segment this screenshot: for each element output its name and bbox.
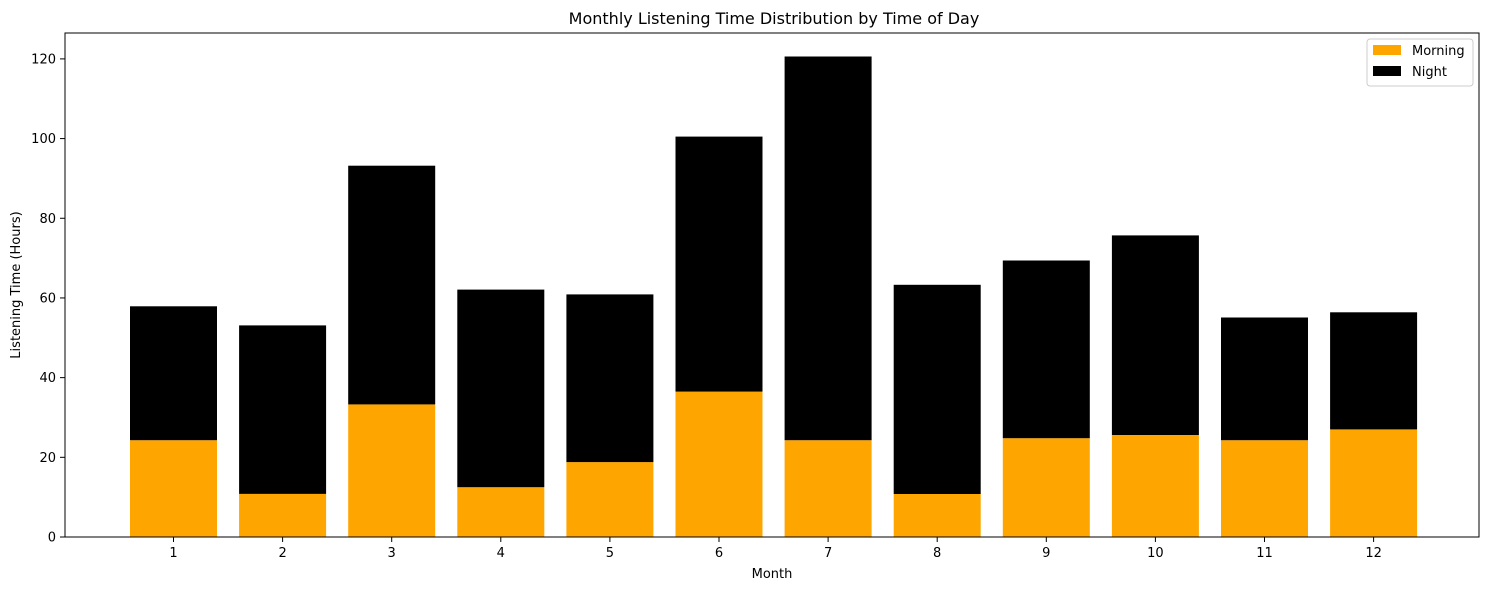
chart-title: Monthly Listening Time Distribution by T… — [569, 9, 980, 28]
legend-label-night: Night — [1412, 65, 1447, 80]
legend: Morning Night — [1366, 38, 1474, 87]
bar-morning-6 — [675, 391, 763, 537]
x-tick-label: 2 — [278, 546, 286, 561]
bar-night-2 — [239, 325, 327, 494]
x-tick-label: 8 — [933, 546, 941, 561]
bar-night-4 — [457, 289, 545, 488]
bar-night-11 — [1221, 317, 1308, 441]
bar-morning-8 — [893, 494, 981, 537]
bar-morning-5 — [566, 462, 654, 537]
bar-morning-10 — [1111, 435, 1199, 537]
x-tick-label: 7 — [824, 546, 832, 561]
x-tick-label: 12 — [1365, 546, 1382, 561]
bar-morning-1 — [130, 440, 217, 537]
bar-morning-11 — [1221, 440, 1308, 537]
bar-night-1 — [130, 306, 217, 441]
bar-morning-3 — [348, 404, 436, 537]
bar-night-6 — [675, 136, 763, 392]
x-tick-label: 10 — [1147, 546, 1164, 561]
bar-morning-12 — [1330, 429, 1418, 537]
y-tick-label: 80 — [39, 212, 56, 227]
y-tick-label: 40 — [39, 371, 56, 386]
x-tick-label: 3 — [388, 546, 396, 561]
bar-night-10 — [1111, 235, 1199, 435]
bar-night-3 — [348, 165, 436, 405]
x-tick-label: 11 — [1256, 546, 1273, 561]
x-tick-label: 4 — [497, 546, 505, 561]
y-tick-label: 20 — [39, 451, 56, 466]
y-tick-label: 0 — [48, 531, 56, 546]
legend-swatch-morning — [1373, 45, 1401, 55]
y-tick-label: 120 — [31, 52, 56, 67]
legend-swatch-night — [1373, 66, 1401, 76]
x-tick-label: 1 — [169, 546, 177, 561]
bars-layer — [130, 56, 1418, 537]
x-tick-label: 6 — [715, 546, 723, 561]
y-tick-label: 100 — [31, 132, 56, 147]
bar-morning-7 — [784, 440, 872, 537]
legend-label-morning: Morning — [1412, 44, 1465, 59]
bar-night-7 — [784, 56, 872, 441]
bar-night-9 — [1002, 260, 1090, 439]
y-tick-label: 60 — [39, 291, 56, 306]
x-tick-label: 5 — [606, 546, 614, 561]
y-axis-ticks: 0 20 40 60 80 100 120 — [31, 52, 65, 546]
x-axis-ticks: 1 2 3 4 5 6 7 8 9 10 11 12 — [169, 537, 1382, 561]
bar-night-8 — [893, 284, 981, 494]
bar-morning-2 — [239, 494, 327, 537]
x-axis-label: Month — [752, 567, 793, 582]
bar-night-5 — [566, 294, 654, 463]
plot-frame — [64, 32, 1480, 538]
x-tick-label: 9 — [1042, 546, 1050, 561]
bar-morning-9 — [1002, 438, 1090, 537]
y-axis-label: Listening Time (Hours) — [9, 211, 24, 358]
bar-morning-4 — [457, 487, 545, 537]
bar-night-12 — [1330, 312, 1418, 430]
